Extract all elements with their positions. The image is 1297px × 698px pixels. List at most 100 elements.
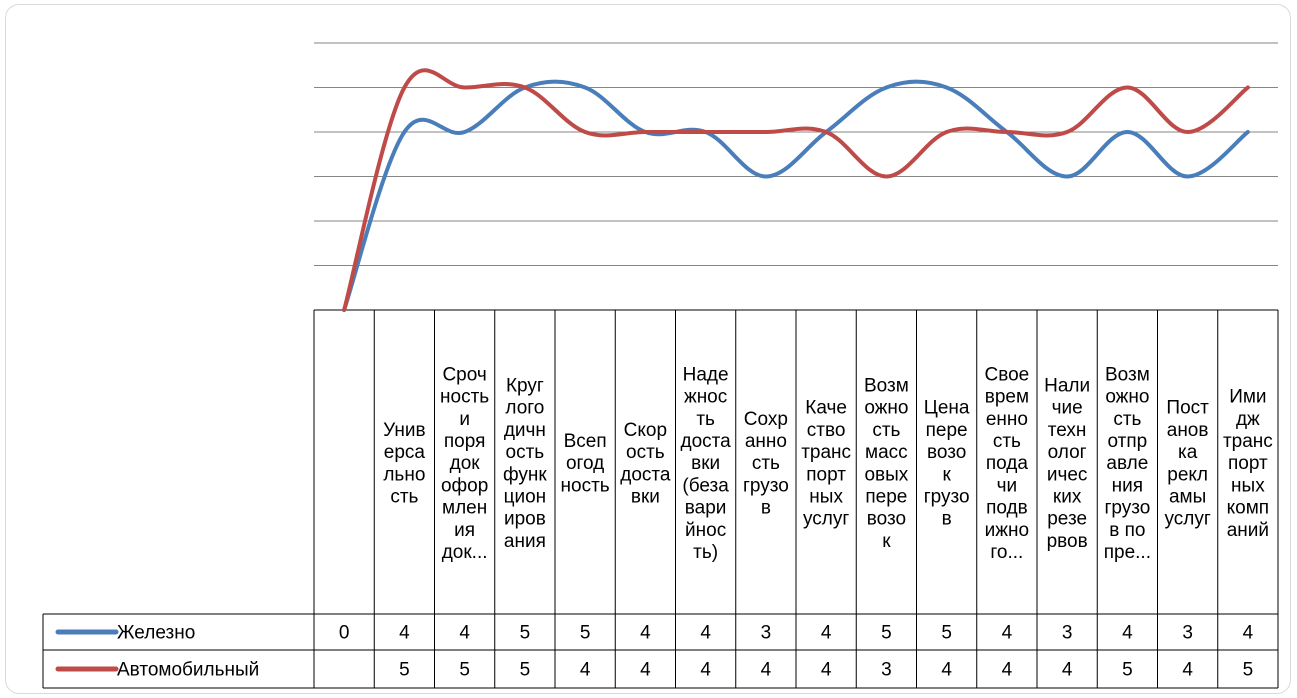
data-label: 5 <box>520 623 531 644</box>
data-label: 4 <box>399 623 410 644</box>
category-label-line: овых <box>864 464 908 485</box>
category-label-line: вки <box>631 487 660 508</box>
category-label-line: анно <box>745 431 787 452</box>
data-table <box>42 309 1279 689</box>
data-label: 5 <box>580 623 591 644</box>
category-label-line: ичес <box>1047 464 1088 485</box>
category-label-line: лого <box>505 398 544 419</box>
data-label: 4 <box>821 660 832 681</box>
category-label-line: олог <box>1048 442 1087 463</box>
category-label-line: порт <box>806 464 846 485</box>
category-label-line: доста <box>620 464 671 485</box>
category-label: Скор ость доста вки <box>620 420 671 508</box>
category-label-line: ия <box>454 520 475 541</box>
gridlines <box>314 42 1278 266</box>
category-label-line: огод <box>566 453 604 474</box>
category-label-line: дичн <box>504 420 546 441</box>
series-lines <box>342 68 1250 312</box>
category-label: Наде жнос ть доста вки (беза вари йнос ть) <box>681 364 732 563</box>
data-label: 4 <box>700 623 711 644</box>
series-line <box>342 68 1250 312</box>
legend: Железно Автомобильный <box>55 623 259 681</box>
category-label-line: вари <box>685 498 727 519</box>
data-label: 4 <box>1002 660 1013 681</box>
category-label: Всеп огод ность <box>561 431 610 496</box>
data-label: 4 <box>1002 623 1013 644</box>
category-label-line: сть <box>1113 409 1141 430</box>
category-label-line: енно <box>986 409 1028 430</box>
data-label: 4 <box>821 623 832 644</box>
category-label-line: амы <box>1169 487 1206 508</box>
category-label-line: ких <box>1053 487 1082 508</box>
data-label: 3 <box>1182 623 1193 644</box>
data-label: 4 <box>640 660 651 681</box>
category-label-line: Всеп <box>564 431 607 452</box>
category-label-line: ность <box>561 475 610 496</box>
category-label-line: Скор <box>624 420 667 441</box>
category-label-line: вки <box>691 453 720 474</box>
series-line <box>342 79 1250 312</box>
data-label: 4 <box>580 660 591 681</box>
category-label-line: жнос <box>684 387 727 408</box>
category-label: Пост анов ка рекл амы услуг <box>1164 398 1210 530</box>
category-label-line: в <box>761 498 771 519</box>
category-label-line: ожно <box>864 398 908 419</box>
data-label: 5 <box>399 660 410 681</box>
category-label-line: резе <box>1047 509 1087 530</box>
category-label-line: авле <box>1106 453 1148 474</box>
category-label-line: комп <box>1227 498 1269 519</box>
category-label: Свое врем енно сть пода чи подв ижно го... <box>985 364 1030 563</box>
data-label: 5 <box>1243 660 1254 681</box>
category-label: Ими дж транс порт ных комп аний <box>1223 387 1273 541</box>
category-label-line: в <box>942 509 952 530</box>
category-label-line: (беза <box>682 475 729 496</box>
category-label-line: грузо <box>1104 498 1150 519</box>
category-label: Сроч ность и поря док офор млен ия док... <box>440 364 489 563</box>
category-label-line: функ <box>503 464 547 485</box>
category-label-line: сть <box>390 487 418 508</box>
legend-label: Автомобильный <box>117 660 259 681</box>
category-label-line: пода <box>986 453 1029 474</box>
category-label-line: иров <box>504 509 546 530</box>
category-label-line: врем <box>985 387 1029 408</box>
category-label-line: грузо <box>924 487 970 508</box>
data-label: 4 <box>459 623 470 644</box>
data-label: 5 <box>520 660 531 681</box>
data-label: 4 <box>640 623 651 644</box>
category-label-line: Пост <box>1166 398 1209 419</box>
category-label-line: ных <box>809 487 843 508</box>
data-label: 4 <box>700 660 711 681</box>
category-label-line: и <box>459 409 470 430</box>
category-label: Круг лого дичн ость функ цион иров ания <box>503 376 547 552</box>
category-label: Нали чие техн олог ичес ких резе рвов <box>1044 376 1090 552</box>
category-label-line: ожно <box>1105 387 1149 408</box>
category-label: Возм ожно сть масс овых пере возо к <box>864 376 909 552</box>
category-label-line: йнос <box>685 520 726 541</box>
category-label-line: док <box>450 453 481 474</box>
category-label-line: рекл <box>1167 464 1208 485</box>
data-label: 4 <box>1062 660 1073 681</box>
data-label: 4 <box>1182 660 1193 681</box>
category-label-line: отпр <box>1108 431 1148 452</box>
category-label: Унив ерса льно сть <box>383 420 425 508</box>
category-label-line: доста <box>681 431 732 452</box>
category-label-line: ть <box>696 409 715 430</box>
category-label-line: транс <box>1223 431 1273 452</box>
category-label-line: дж <box>1236 409 1260 430</box>
category-label-line: ния <box>1112 475 1143 496</box>
data-label: 5 <box>459 660 470 681</box>
category-label-line: к <box>942 464 951 485</box>
data-label: 3 <box>761 623 772 644</box>
category-label-line: Свое <box>985 364 1030 385</box>
chart-frame <box>5 4 1291 694</box>
category-label-line: услуг <box>1164 509 1210 530</box>
category-label-line: ность <box>440 387 489 408</box>
category-label-line: Унив <box>383 420 425 441</box>
category-label-line: Возм <box>1105 364 1150 385</box>
data-label: 0 <box>339 623 350 644</box>
category-label-line: Каче <box>805 398 847 419</box>
category-label-line: ижно <box>985 520 1029 541</box>
category-label-line: техн <box>1048 420 1087 441</box>
category-label-line: ство <box>807 420 846 441</box>
category-label-line: льно <box>383 464 425 485</box>
